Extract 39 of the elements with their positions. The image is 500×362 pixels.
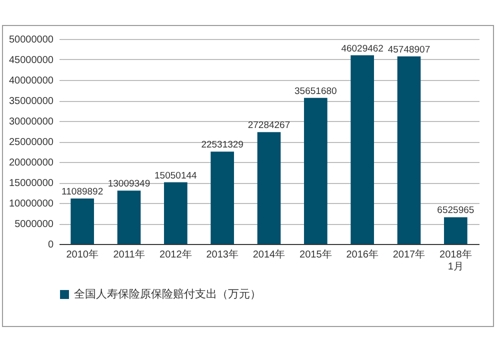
y-tick-label: 10000000 <box>9 198 54 210</box>
legend-label: 全国人寿保险原保险赔付支出（万元） <box>74 288 261 300</box>
bar <box>257 132 281 244</box>
y-tick-label: 15000000 <box>9 178 54 189</box>
bar <box>397 56 421 244</box>
data-label: 13009349 <box>108 178 150 190</box>
bar <box>444 217 468 244</box>
y-tick-label: 45000000 <box>9 55 54 66</box>
bar <box>210 152 234 244</box>
x-tick-label: 2016年 <box>346 248 378 260</box>
data-label: 22531329 <box>201 140 244 151</box>
x-tick-label: 2013年 <box>206 248 238 260</box>
x-tick-label: 2012年 <box>160 248 192 260</box>
data-label: 35651680 <box>294 86 337 97</box>
x-tick-label: 2018年1月 <box>440 248 472 272</box>
data-label: 11089892 <box>62 186 104 198</box>
y-tick-label: 30000000 <box>9 116 54 128</box>
data-label: 46029462 <box>341 43 384 54</box>
y-tick-label: 50000000 <box>9 34 54 46</box>
x-tick-label: 2017年 <box>392 248 426 260</box>
data-label: 6525965 <box>437 205 474 216</box>
bar <box>304 98 328 244</box>
y-tick-label: 0 <box>48 240 54 250</box>
bar <box>350 55 374 244</box>
bar <box>117 190 141 244</box>
y-tick-label: 25000000 <box>9 137 54 148</box>
x-tick-label: 2010年 <box>66 248 98 260</box>
y-tick-label: 5000000 <box>14 219 54 230</box>
data-label: 27284267 <box>248 120 290 132</box>
x-tick-label: 2015年 <box>300 248 332 260</box>
data-label: 15050144 <box>154 170 197 182</box>
y-tick-label: 35000000 <box>9 96 54 107</box>
y-tick-label: 40000000 <box>9 76 54 86</box>
y-tick-label: 20000000 <box>9 158 54 168</box>
bar <box>164 182 188 244</box>
bar <box>70 198 94 244</box>
x-tick-label: 2011年 <box>113 248 145 260</box>
x-tick-label: 2014年 <box>252 248 286 260</box>
data-label: 45748907 <box>388 44 430 56</box>
